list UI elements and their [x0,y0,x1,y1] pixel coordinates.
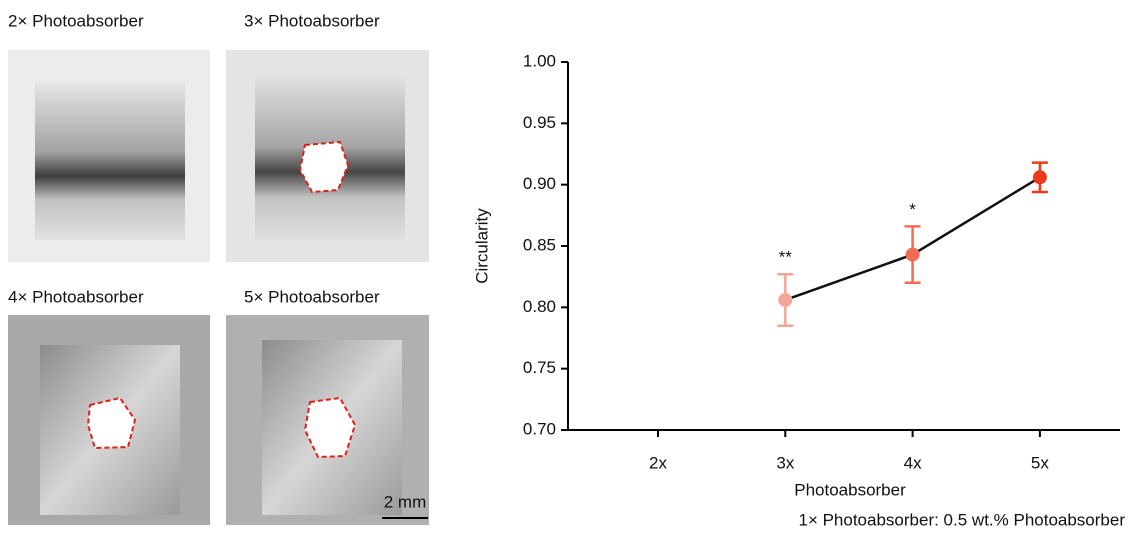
x-tick-label: 3x [776,453,794,472]
x-tick-label: 4x [904,453,922,472]
panel-label: 5× Photoabsorber [244,287,380,306]
significance: ** [779,248,793,267]
panel-label: 2× Photoabsorber [8,11,144,30]
y-tick-label: 0.70 [523,419,556,438]
photo [226,50,429,262]
y-tick-label: 0.95 [523,113,556,132]
y-tick-label: 0.85 [523,235,556,254]
scale-bar-label: 2 mm [384,492,427,511]
x-tick-label: 5x [1031,453,1049,472]
point [1032,170,1047,185]
point [778,292,793,307]
y-axis-label: Circularity [472,208,491,284]
point [905,247,920,262]
photo [8,315,210,525]
panel-label: 4× Photoabsorber [8,287,144,306]
note: 1× Photoabsorber: 0.5 wt.% Photoabsorber [798,510,1125,529]
photo [8,50,210,262]
panel-label: 3× Photoabsorber [244,11,380,30]
y-tick-label: 0.90 [523,174,556,193]
y-tick-label: 0.80 [523,297,556,316]
significance: * [909,200,916,219]
photo [226,315,429,525]
x-tick-label: 2x [649,453,667,472]
x-axis-label: Photoabsorber [794,480,906,499]
y-tick-label: 0.75 [523,358,556,377]
y-tick-label: 1.00 [523,51,556,70]
